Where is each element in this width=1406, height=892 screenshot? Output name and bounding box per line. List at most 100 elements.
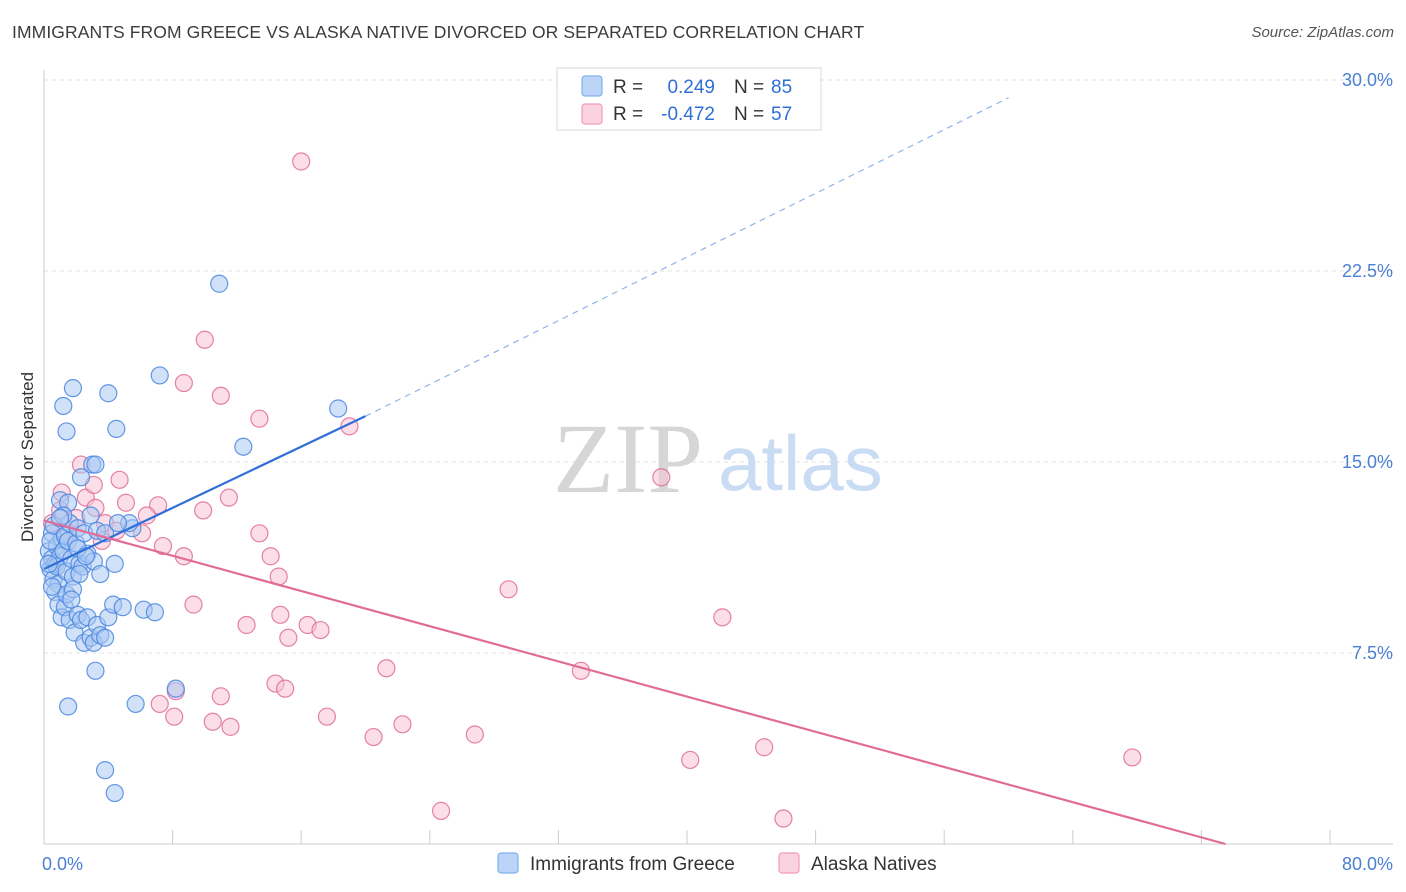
watermark-atlas: atlas	[718, 419, 883, 507]
legend-r-value-1: -0.472	[661, 104, 715, 125]
alaska-natives-point-39	[203, 712, 222, 731]
alaska-natives-point-50	[681, 750, 700, 770]
alaska-natives-point-22	[174, 373, 193, 393]
alaska-natives-point-21	[195, 330, 214, 349]
series-immigrants-from-greece	[39, 274, 348, 803]
greece-point-71	[95, 761, 115, 780]
greece-point-83	[62, 590, 81, 609]
legend-bottom-label-greece: Immigrants from Greece	[530, 854, 735, 875]
alaska-natives-point-40	[150, 694, 169, 714]
alaska-natives-point-46	[393, 715, 412, 734]
trend-line-alaska-natives	[43, 519, 1226, 846]
alaska-natives-point-44	[364, 727, 383, 747]
alaska-natives-point-31	[237, 615, 256, 635]
legend-top: R = 0.249 N = 85 R = -0.472 N = 57	[556, 67, 822, 131]
alaska-natives-point-37	[211, 687, 230, 706]
alaska-natives-point-20	[211, 386, 230, 405]
legend-bottom-swatch-blue	[497, 852, 519, 874]
y-tick-labels: 7.5% 15.0% 22.5% 30.0%	[1342, 70, 1393, 663]
legend-n-label-1: N =	[734, 104, 764, 125]
greece-point-73	[166, 679, 185, 698]
alaska-natives-point-56	[652, 468, 671, 487]
y-tick-label-1: 15.0%	[1342, 452, 1393, 472]
alaska-natives-point-52	[755, 738, 774, 757]
greece-point-75	[150, 366, 169, 385]
legend-swatch-blue	[581, 75, 603, 97]
alaska-natives-point-41	[165, 707, 184, 726]
legend-bottom-swatch-pink	[778, 852, 800, 874]
y-axis-label: Divorced or Separated	[18, 372, 37, 542]
greece-point-68	[86, 661, 105, 680]
greece-point-56	[107, 419, 126, 438]
greece-point-52	[63, 379, 83, 398]
alaska-natives-point-24	[219, 488, 238, 507]
greece-point-74	[210, 274, 229, 293]
alaska-natives-point-53	[774, 809, 793, 828]
alaska-natives-point-11	[110, 470, 129, 489]
alaska-natives-point-48	[499, 580, 518, 599]
greece-point-55	[71, 468, 91, 487]
trend-line-greece	[43, 415, 366, 570]
alaska-natives-point-13	[116, 493, 136, 512]
y-tick-label-2: 22.5%	[1342, 261, 1393, 281]
greece-point-72	[105, 783, 124, 803]
alaska-natives-point-36	[276, 679, 295, 698]
alaska-natives-point-30	[184, 595, 203, 614]
alaska-natives-point-51	[713, 608, 732, 627]
legend-r-label-1: R =	[613, 104, 643, 125]
alaska-natives-point-47	[465, 725, 484, 744]
alaska-natives-point-54	[1123, 748, 1142, 767]
greece-point-67	[145, 603, 165, 622]
alaska-natives-point-57	[292, 152, 311, 171]
greece-point-44	[95, 628, 115, 647]
legend-n-value-1: 57	[771, 104, 792, 125]
legend-r-value-0: 0.249	[667, 77, 715, 98]
greece-point-64	[105, 554, 124, 573]
alaska-natives-point-19	[194, 501, 213, 520]
watermark-zip: ZIP	[553, 403, 703, 514]
greece-point-29	[91, 564, 110, 584]
alaska-natives-point-25	[250, 524, 269, 543]
y-tick-label-0: 7.5%	[1352, 643, 1393, 663]
alaska-natives-point-33	[311, 620, 330, 640]
alaska-natives-point-18	[153, 536, 173, 556]
legend-r-label-0: R =	[613, 77, 643, 98]
x-tick-marks	[172, 830, 1331, 844]
alaska-natives-point-55	[431, 801, 451, 820]
greece-point-77	[329, 399, 348, 418]
legend-n-label-0: N =	[734, 77, 764, 98]
legend-bottom: Immigrants from Greece Alaska Natives	[497, 852, 937, 875]
legend-bottom-label-alaska: Alaska Natives	[811, 854, 937, 875]
alaska-natives-point-42	[221, 717, 240, 736]
greece-point-65	[108, 514, 128, 533]
legend-swatch-pink	[581, 103, 603, 125]
alaska-natives-point-45	[377, 659, 396, 678]
greece-point-51	[57, 422, 76, 441]
greece-point-80	[42, 577, 62, 596]
alaska-natives-point-43	[317, 707, 337, 726]
x-tick-label-min: 0.0%	[42, 854, 83, 874]
greece-point-57	[99, 384, 118, 403]
y-tick-label-3: 30.0%	[1342, 70, 1393, 90]
trend-lines	[43, 97, 1226, 846]
alaska-natives-point-23	[250, 409, 269, 428]
watermark: ZIP atlas	[553, 403, 883, 514]
greece-point-70	[126, 694, 145, 714]
greece-point-50	[54, 396, 73, 416]
greece-point-76	[234, 437, 253, 456]
gridlines	[44, 79, 1393, 654]
legend-n-value-0: 85	[771, 77, 792, 98]
greece-point-81	[50, 508, 70, 528]
x-tick-label-max: 80.0%	[1342, 854, 1393, 874]
greece-point-69	[59, 697, 78, 716]
trend-line-greece-extension	[365, 97, 1009, 417]
source-credit: Source: ZipAtlas.com	[1251, 24, 1394, 41]
greece-point-84	[113, 598, 132, 617]
greece-point-54	[86, 455, 105, 474]
alaska-natives-point-16	[137, 506, 156, 525]
chart-title: IMMIGRANTS FROM GREECE VS ALASKA NATIVE …	[12, 22, 865, 42]
alaska-natives-point-26	[261, 547, 280, 566]
greece-point-49	[70, 564, 89, 584]
alaska-natives-point-28	[271, 605, 290, 624]
